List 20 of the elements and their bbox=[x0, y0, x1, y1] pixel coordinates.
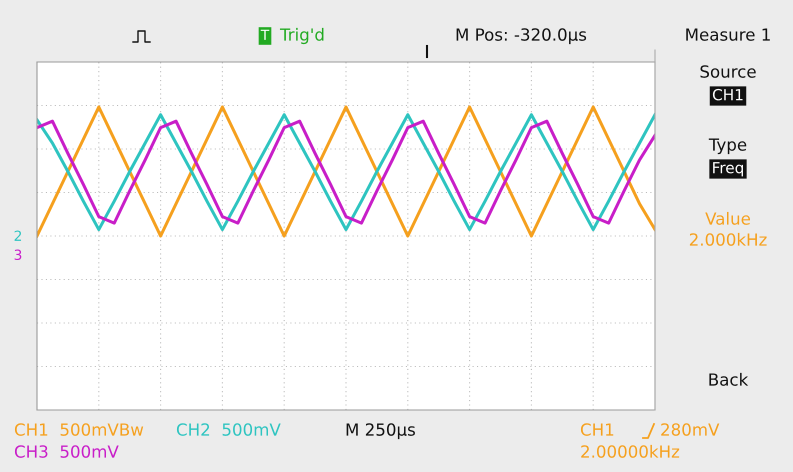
text: Type bbox=[708, 138, 746, 154]
text: Trig'd bbox=[280, 28, 324, 44]
text: 2 bbox=[14, 230, 22, 241]
text: CH1 bbox=[712, 88, 743, 100]
text: M Pos: -320.0µs bbox=[456, 28, 586, 44]
text: Value bbox=[705, 212, 750, 225]
text: M 250µs bbox=[346, 423, 415, 440]
text: Measure 1 bbox=[686, 28, 770, 41]
text: 2.000kHz bbox=[690, 232, 767, 246]
text: Back bbox=[709, 372, 748, 386]
text: 280mV bbox=[661, 423, 720, 436]
text: 3 bbox=[14, 250, 22, 260]
text: CH1 500mVBw bbox=[14, 423, 144, 436]
text: CH3 500mV bbox=[14, 445, 119, 458]
text: CH1 bbox=[580, 423, 614, 436]
text: Freq bbox=[713, 162, 743, 176]
text: Source bbox=[700, 65, 756, 78]
text: 2.00000kHz bbox=[581, 444, 680, 458]
text: CH2 500mV bbox=[176, 423, 281, 436]
text: T bbox=[260, 30, 270, 40]
